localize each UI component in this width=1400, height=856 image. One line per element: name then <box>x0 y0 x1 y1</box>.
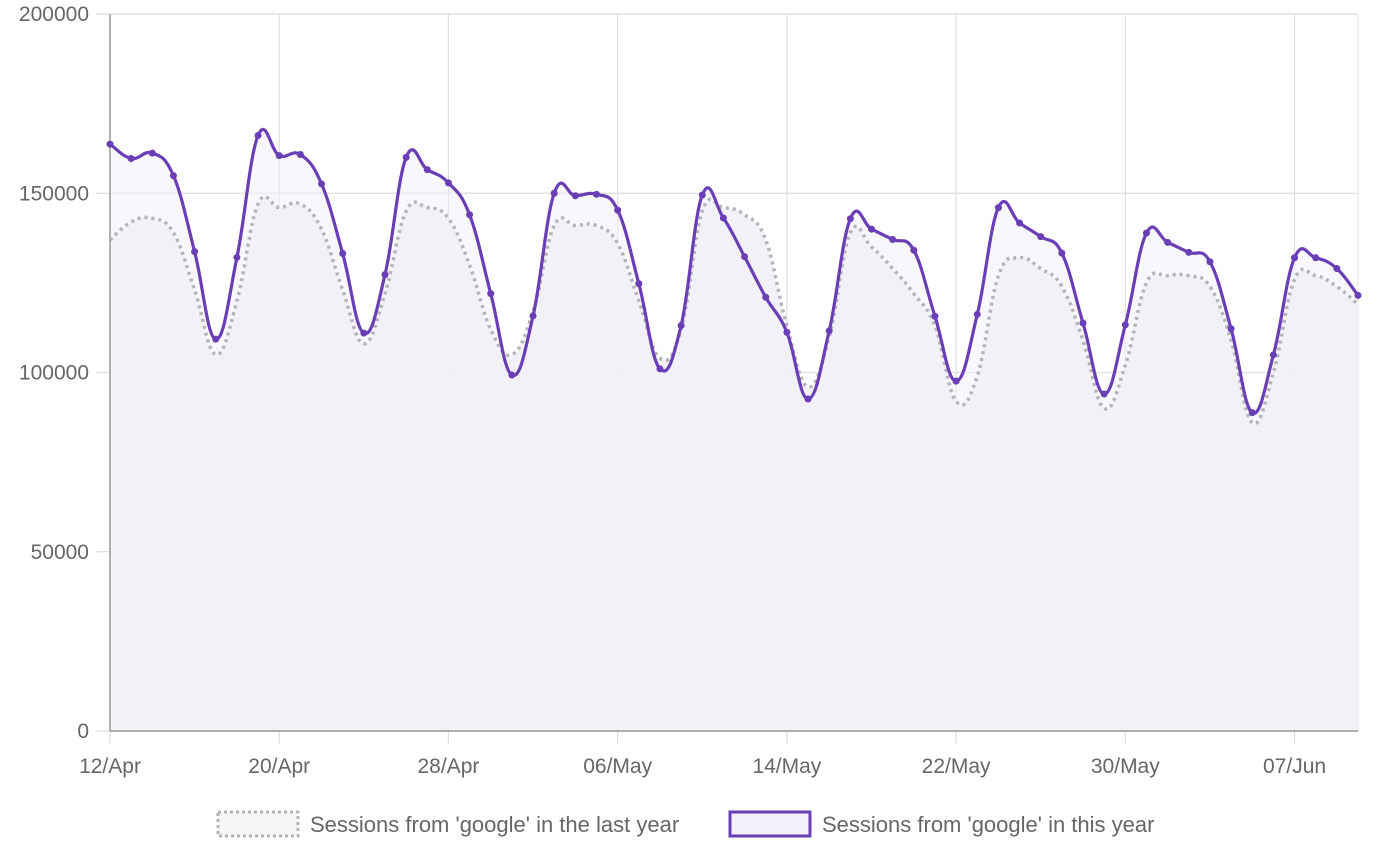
y-axis-tick-labels: 0 50000 100000 150000 200000 <box>19 3 89 743</box>
data-point[interactable] <box>1269 351 1277 359</box>
data-point[interactable] <box>254 132 262 140</box>
legend-label-this-year: Sessions from 'google' in this year <box>822 812 1154 837</box>
data-point[interactable] <box>1164 238 1172 246</box>
data-point[interactable] <box>1312 254 1320 262</box>
y-tick-label: 100000 <box>19 362 89 385</box>
data-point[interactable] <box>741 253 749 261</box>
legend-item-last-year[interactable]: Sessions from 'google' in the last year <box>216 810 679 838</box>
data-point[interactable] <box>1142 229 1150 237</box>
data-point[interactable] <box>212 335 220 343</box>
data-point[interactable] <box>360 329 368 337</box>
data-point[interactable] <box>931 312 939 320</box>
axes <box>109 14 1358 732</box>
legend-label-last-year: Sessions from 'google' in the last year <box>310 812 679 837</box>
data-point[interactable] <box>614 206 622 214</box>
data-point[interactable] <box>381 271 389 279</box>
data-point[interactable] <box>1354 291 1362 299</box>
data-point[interactable] <box>1291 254 1299 262</box>
data-point[interactable] <box>466 211 474 219</box>
series-line-0 <box>108 194 1360 426</box>
data-point[interactable] <box>1037 233 1045 241</box>
data-point[interactable] <box>508 371 516 379</box>
series-areas <box>110 129 1358 731</box>
data-point[interactable] <box>994 204 1002 212</box>
data-point[interactable] <box>1227 325 1235 333</box>
data-point[interactable] <box>910 246 918 254</box>
data-point[interactable] <box>846 215 854 223</box>
data-point[interactable] <box>423 166 431 174</box>
x-tick-label: 14/May <box>752 755 821 778</box>
data-point[interactable] <box>593 190 601 198</box>
data-point[interactable] <box>1333 265 1341 273</box>
data-point[interactable] <box>275 152 283 160</box>
data-point[interactable] <box>339 249 347 257</box>
data-point[interactable] <box>635 280 643 288</box>
data-point[interactable] <box>1121 321 1129 329</box>
data-point[interactable] <box>1016 219 1024 227</box>
data-point[interactable] <box>550 189 558 197</box>
y-tick-label: 0 <box>77 720 89 743</box>
data-point[interactable] <box>825 327 833 335</box>
data-point[interactable] <box>677 322 685 330</box>
data-point[interactable] <box>191 248 199 256</box>
x-tick-label: 30/May <box>1091 755 1160 778</box>
data-point[interactable] <box>529 312 537 320</box>
data-point[interactable] <box>487 290 495 298</box>
data-point[interactable] <box>698 191 706 199</box>
x-tick-label: 12/Apr <box>79 755 141 778</box>
x-axis-tick-labels: 12/Apr 20/Apr 28/Apr 06/May 14/May 22/May 30/M… <box>79 755 1326 778</box>
data-point[interactable] <box>867 225 875 233</box>
data-point[interactable] <box>1058 249 1066 257</box>
data-point[interactable] <box>973 310 981 318</box>
data-point[interactable] <box>148 149 156 157</box>
data-point[interactable] <box>1248 409 1256 417</box>
legend-item-this-year[interactable]: Sessions from 'google' in this year <box>728 810 1154 838</box>
y-tick-label: 200000 <box>19 3 89 26</box>
data-point[interactable] <box>106 140 114 148</box>
data-point[interactable] <box>444 179 452 187</box>
data-point[interactable] <box>233 253 241 261</box>
x-tick-label: 22/May <box>922 755 991 778</box>
data-point[interactable] <box>804 395 812 403</box>
legend: Sessions from 'google' in the last year … <box>216 810 1154 838</box>
data-point[interactable] <box>571 192 579 200</box>
data-point[interactable] <box>762 293 770 301</box>
y-tick-label: 150000 <box>19 182 89 205</box>
data-point[interactable] <box>719 214 727 222</box>
x-tick-label: 28/Apr <box>418 755 480 778</box>
data-point[interactable] <box>1100 390 1108 398</box>
data-point[interactable] <box>296 151 304 159</box>
data-point[interactable] <box>1185 248 1193 256</box>
data-point[interactable] <box>127 154 135 162</box>
data-point[interactable] <box>402 153 410 161</box>
data-point[interactable] <box>952 377 960 385</box>
x-tick-label: 20/Apr <box>248 755 310 778</box>
series-points <box>106 132 1362 417</box>
y-tick-label: 50000 <box>31 541 89 564</box>
data-point[interactable] <box>1079 319 1087 327</box>
data-point[interactable] <box>656 365 664 373</box>
legend-swatch-this-year <box>728 810 812 838</box>
data-point[interactable] <box>783 328 791 336</box>
data-point[interactable] <box>318 180 326 188</box>
legend-swatch-last-year <box>216 810 300 838</box>
x-tick-label: 07/Jun <box>1263 755 1326 778</box>
x-tick-label: 06/May <box>583 755 652 778</box>
data-point[interactable] <box>1206 258 1214 266</box>
data-point[interactable] <box>169 172 177 180</box>
data-point[interactable] <box>889 235 897 243</box>
series-area-1 <box>110 129 1358 731</box>
